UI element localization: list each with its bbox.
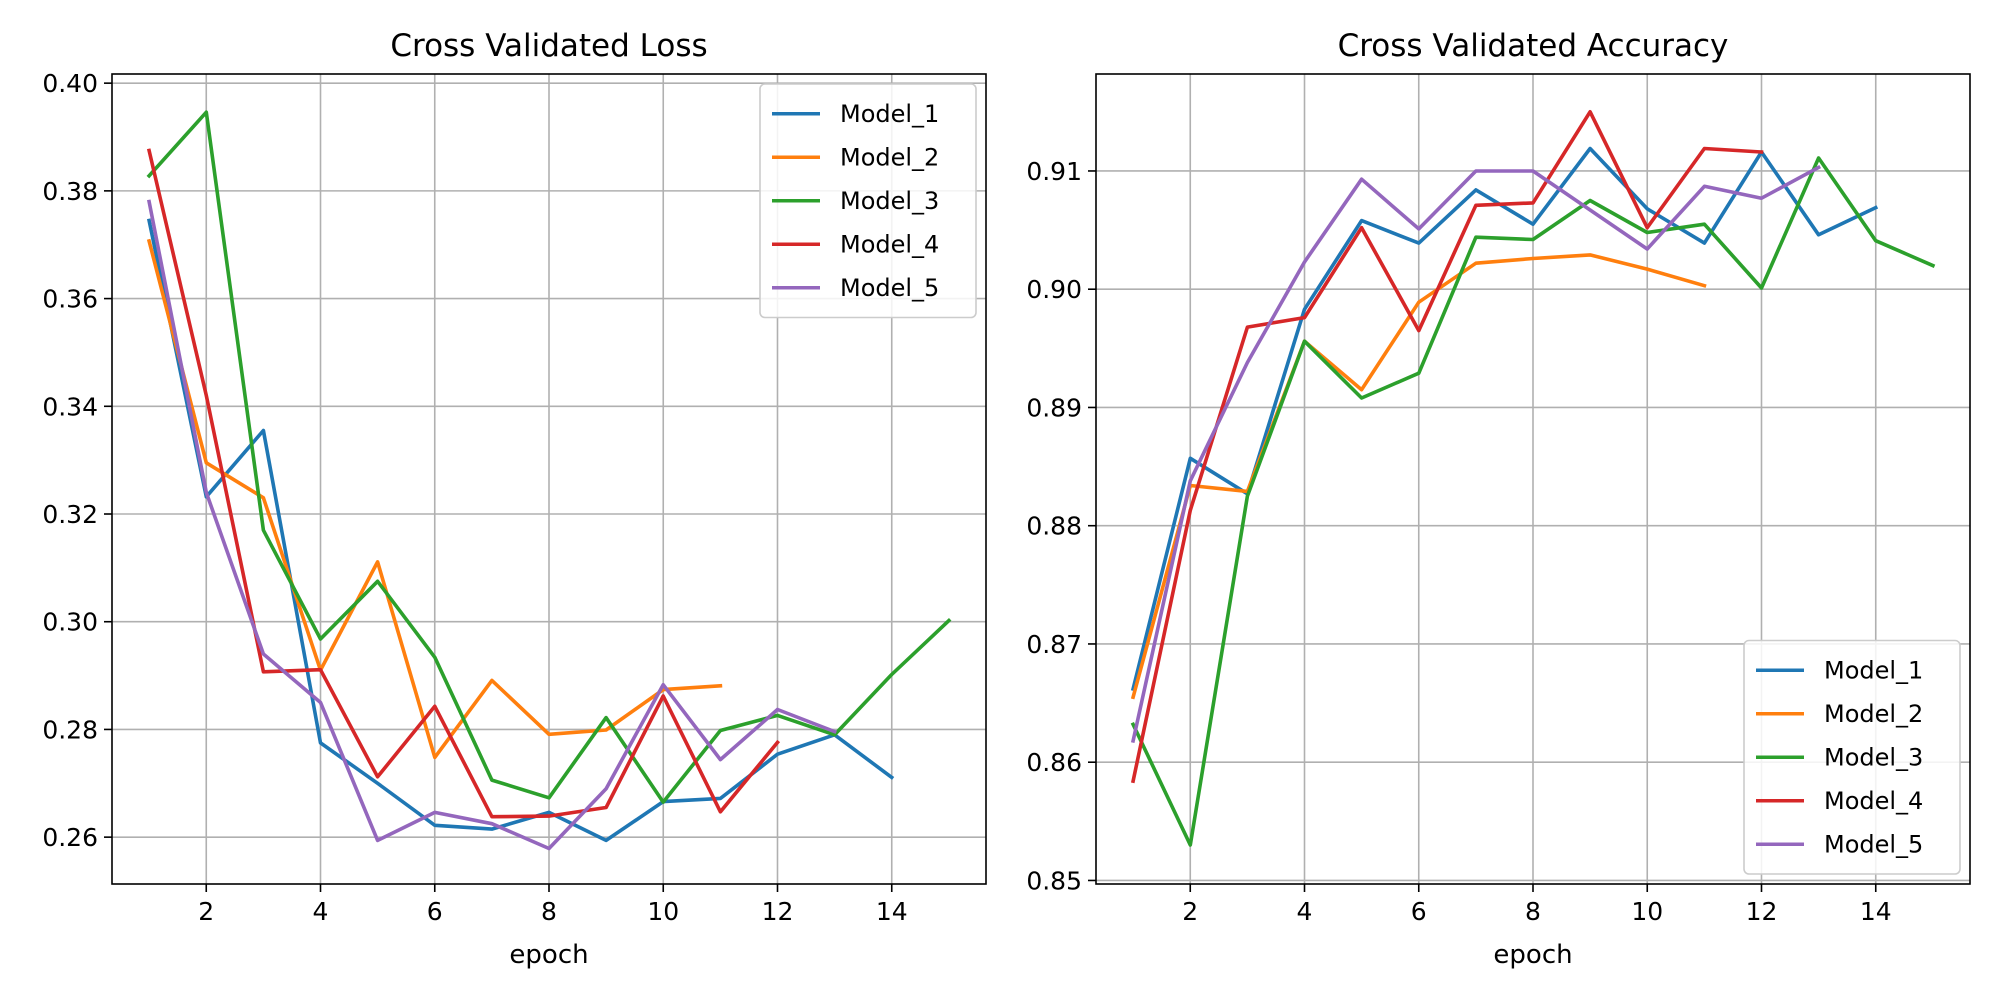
accuracy-chart-title: Cross Validated Accuracy <box>1338 28 1729 64</box>
loss-x-tick-label: 8 <box>541 897 557 926</box>
accuracy-series-model-5 <box>1130 164 1822 744</box>
accuracy-y-tick-label: 0.86 <box>1026 748 1082 777</box>
accuracy-x-ticks: 2 4 6 8 10 12 14 <box>1182 884 1892 926</box>
accuracy-y-tick-label: 0.89 <box>1026 393 1082 422</box>
loss-y-tick-label: 0.30 <box>42 608 98 637</box>
accuracy-x-tick-label: 4 <box>1297 897 1313 926</box>
loss-chart-panel: Cross Validated Loss 2 4 6 8 10 12 14 0.26 0.28… <box>42 28 987 970</box>
accuracy-x-tick-label: 8 <box>1525 897 1541 926</box>
loss-y-tick-label: 0.38 <box>42 177 98 206</box>
accuracy-legend-label: Model_5 <box>1824 830 1923 858</box>
accuracy-series-model-2 <box>1130 253 1707 700</box>
accuracy-legend-label: Model_1 <box>1824 656 1923 684</box>
loss-legend-label: Model_5 <box>840 274 939 302</box>
accuracy-x-tick-label: 14 <box>1860 897 1892 926</box>
accuracy-legend: Model_1 Model_2 Model_3 Model_4 Model_5 <box>1743 639 1961 875</box>
accuracy-legend-label: Model_4 <box>1824 787 1923 815</box>
accuracy-x-tick-label: 6 <box>1411 897 1427 926</box>
accuracy-y-tick-label: 0.91 <box>1026 157 1082 186</box>
loss-x-tick-label: 12 <box>762 897 794 926</box>
loss-x-tick-label: 6 <box>427 897 443 926</box>
loss-x-tick-label: 14 <box>876 897 908 926</box>
accuracy-series-model-4 <box>1130 110 1764 784</box>
accuracy-y-ticks: 0.85 0.86 0.87 0.88 0.89 0.90 0.91 <box>1026 157 1096 895</box>
loss-y-tick-label: 0.32 <box>42 500 98 529</box>
accuracy-x-tick-label: 10 <box>1631 897 1663 926</box>
loss-series-model-5 <box>146 199 837 851</box>
loss-series-model-2 <box>146 238 723 760</box>
loss-legend-box <box>759 83 977 319</box>
loss-legend: Model_1 Model_2 Model_3 Model_4 Model_5 <box>759 83 977 319</box>
loss-chart-title: Cross Validated Loss <box>390 28 707 64</box>
accuracy-series-lines <box>1130 110 1936 847</box>
loss-x-tick-label: 10 <box>647 897 679 926</box>
loss-legend-label: Model_2 <box>840 143 939 171</box>
loss-legend-label: Model_1 <box>840 100 939 128</box>
loss-x-ticks: 2 4 6 8 10 12 14 <box>198 884 908 926</box>
loss-y-ticks: 0.26 0.28 0.30 0.32 0.34 0.36 0.38 0.40 <box>42 69 112 852</box>
accuracy-x-tick-label: 12 <box>1746 897 1778 926</box>
accuracy-y-tick-label: 0.90 <box>1026 275 1082 304</box>
accuracy-x-axis-label: epoch <box>1493 940 1572 970</box>
loss-series-model-3 <box>146 110 952 804</box>
accuracy-legend-label: Model_2 <box>1824 700 1923 728</box>
accuracy-x-tick-label: 2 <box>1182 897 1198 926</box>
loss-y-tick-label: 0.28 <box>42 715 98 744</box>
loss-y-tick-label: 0.40 <box>42 69 98 98</box>
accuracy-legend-box <box>1743 639 1961 875</box>
loss-legend-label: Model_3 <box>840 187 939 215</box>
loss-series-model-1 <box>146 218 895 843</box>
loss-legend-label: Model_4 <box>840 230 939 258</box>
loss-x-tick-label: 4 <box>313 897 329 926</box>
loss-series-lines <box>146 110 952 851</box>
loss-gridlines <box>112 74 986 884</box>
loss-x-axis-label: epoch <box>509 940 588 970</box>
loss-y-tick-label: 0.26 <box>42 823 98 852</box>
accuracy-legend-label: Model_3 <box>1824 743 1923 771</box>
loss-y-tick-label: 0.36 <box>42 285 98 314</box>
accuracy-chart-panel: Cross Validated Accuracy 2 4 6 8 10 12 14 0.85… <box>1026 28 1971 970</box>
accuracy-y-tick-label: 0.87 <box>1026 630 1082 659</box>
loss-x-tick-label: 2 <box>198 897 214 926</box>
loss-y-tick-label: 0.34 <box>42 392 98 421</box>
accuracy-y-tick-label: 0.88 <box>1026 512 1082 541</box>
accuracy-y-tick-label: 0.85 <box>1026 866 1082 895</box>
accuracy-series-model-3 <box>1130 156 1936 847</box>
